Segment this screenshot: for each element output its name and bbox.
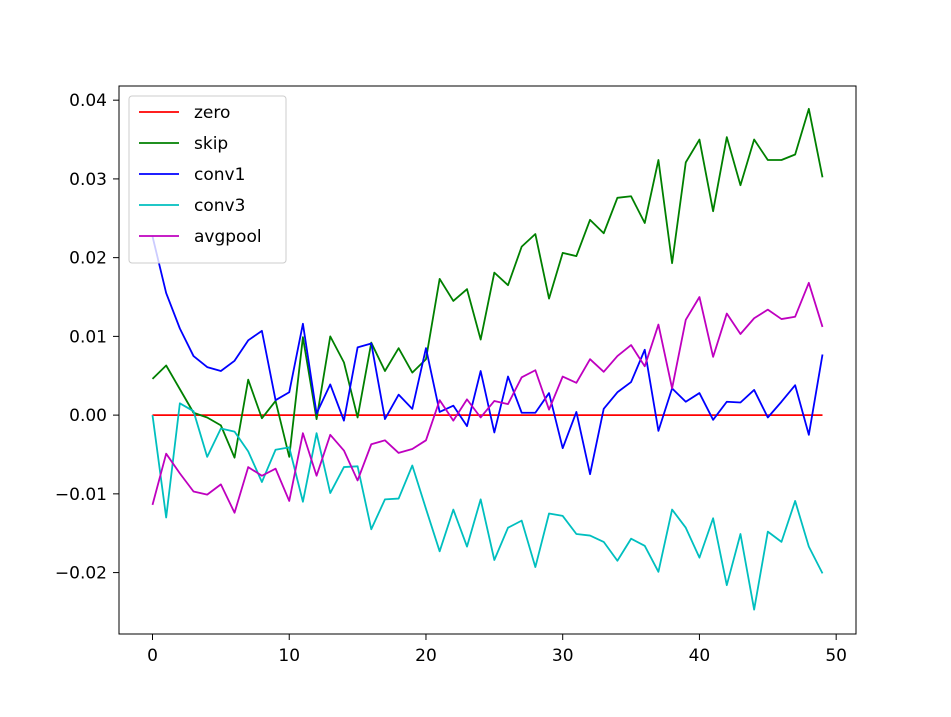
series-line-skip xyxy=(151,107,824,459)
x-axis: 0 10 20 30 40 50 xyxy=(147,634,847,666)
legend-box xyxy=(128,95,287,264)
legend-label-zero: zero xyxy=(194,103,230,123)
y-tick-label: 0.02 xyxy=(69,249,107,269)
y-tick-label: 0.04 xyxy=(69,91,107,111)
y-tick-label: 0.00 xyxy=(69,406,107,426)
x-tick-label: 40 xyxy=(689,646,711,666)
legend-label-conv3: conv3 xyxy=(194,196,245,216)
y-tick-label: 0.03 xyxy=(69,170,107,190)
legend-label-avgpool: avgpool xyxy=(194,227,262,247)
y-tick-label: −0.02 xyxy=(55,564,107,584)
x-tick-label: 50 xyxy=(825,646,847,666)
x-tick-label: 20 xyxy=(415,646,437,666)
series-lines xyxy=(151,107,824,611)
y-tick-label: 0.01 xyxy=(69,327,107,347)
series-line-conv3 xyxy=(151,402,824,611)
x-tick-label: 0 xyxy=(147,646,158,666)
plot-area-frame xyxy=(118,85,857,635)
x-tick-label: 30 xyxy=(552,646,574,666)
legend: zero skip conv1 conv3 avgpool xyxy=(128,95,287,264)
x-tick-label: 10 xyxy=(278,646,300,666)
legend-label-conv1: conv1 xyxy=(194,165,245,185)
legend-label-skip: skip xyxy=(194,134,228,154)
series-line-avgpool xyxy=(151,281,824,514)
series-line-conv1 xyxy=(151,236,824,476)
y-tick-label: −0.01 xyxy=(55,485,107,505)
y-axis: −0.02 −0.01 0.00 0.01 0.02 0.03 0.04 xyxy=(55,91,119,584)
